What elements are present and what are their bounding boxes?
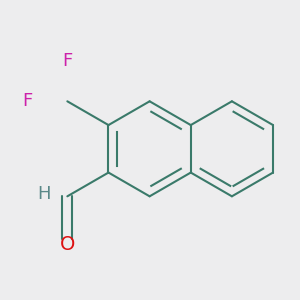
Text: F: F [22, 92, 32, 110]
Text: O: O [60, 235, 75, 254]
Text: H: H [37, 185, 51, 203]
Text: F: F [62, 52, 73, 70]
